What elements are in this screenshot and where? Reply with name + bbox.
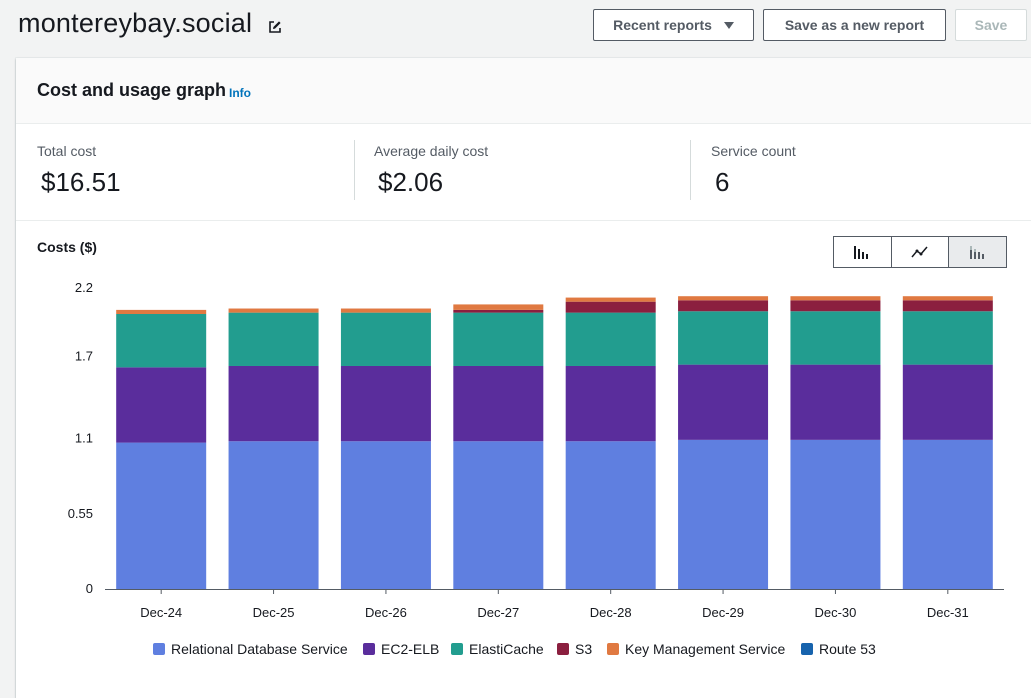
stacked-bar-chart-toggle[interactable] — [948, 237, 1007, 267]
bar-chart-icon — [854, 246, 869, 259]
bar-segment[interactable] — [453, 312, 544, 366]
legend-swatch — [451, 643, 463, 655]
x-tick-label: Dec-30 — [814, 605, 856, 620]
y-tick-label: 1.1 — [75, 431, 93, 446]
legend-swatch — [801, 643, 813, 655]
total-cost-value: $16.51 — [41, 167, 121, 197]
metric-divider — [354, 140, 355, 200]
bar-segment[interactable] — [678, 300, 769, 312]
x-tick-label: Dec-25 — [253, 605, 295, 620]
y-tick-label: 2.2 — [75, 280, 93, 295]
caret-down-icon — [723, 21, 734, 29]
bar-segment[interactable] — [340, 441, 431, 589]
bar-segment[interactable] — [678, 439, 769, 589]
line-chart-icon — [911, 246, 928, 258]
x-tick-label: Dec-31 — [927, 605, 969, 620]
legend-label: Relational Database Service — [171, 641, 348, 657]
average-daily-cost-label: Average daily cost — [374, 143, 489, 159]
y-tick-label: 0.55 — [68, 506, 93, 521]
bar-segment[interactable] — [453, 304, 544, 310]
bar-segment[interactable] — [116, 367, 207, 443]
y-tick-label: 0 — [86, 581, 93, 596]
bar-segment[interactable] — [902, 296, 993, 301]
legend-item[interactable]: Route 53 — [801, 641, 876, 657]
panel-title: Cost and usage graph — [37, 80, 227, 100]
bar-segment[interactable] — [340, 312, 431, 366]
bar-segment[interactable] — [790, 296, 881, 301]
x-tick-label: Dec-29 — [702, 605, 744, 620]
bar-segment[interactable] — [678, 296, 769, 301]
bar-segment[interactable] — [228, 308, 319, 313]
page-header: montereybay.social Recent reports Save a… — [0, 0, 1031, 58]
bar-segment[interactable] — [790, 364, 881, 440]
line-chart-toggle[interactable] — [890, 237, 949, 267]
bar-segment[interactable] — [228, 365, 319, 442]
legend-swatch — [607, 643, 619, 655]
legend-label: Route 53 — [819, 641, 876, 657]
average-daily-cost-value: $2.06 — [378, 167, 444, 197]
bar-chart-toggle[interactable] — [834, 237, 891, 267]
legend-swatch — [153, 643, 165, 655]
bar-segment[interactable] — [790, 311, 881, 365]
x-tick-label: Dec-27 — [477, 605, 519, 620]
x-tick-label: Dec-24 — [140, 605, 182, 620]
bar-segment[interactable] — [790, 300, 881, 312]
bar-segment[interactable] — [116, 313, 207, 368]
bar-segment[interactable] — [565, 312, 656, 366]
chart-type-toggle — [833, 236, 1007, 268]
legend-swatch — [363, 643, 375, 655]
bar-segment[interactable] — [453, 365, 544, 442]
legend-item[interactable]: S3 — [557, 641, 592, 657]
legend-label: ElastiCache — [469, 641, 544, 657]
legend-item[interactable]: EC2-ELB — [363, 641, 439, 657]
bar-segment[interactable] — [453, 441, 544, 589]
bar-segment[interactable] — [565, 441, 656, 589]
cost-summary: Total cost $16.51 Average daily cost $2.… — [16, 124, 1031, 221]
bar-segment[interactable] — [902, 364, 993, 440]
recent-reports-button[interactable]: Recent reports — [593, 9, 754, 41]
legend-label: Key Management Service — [625, 641, 786, 657]
bar-segment[interactable] — [902, 300, 993, 312]
bar-segment[interactable] — [902, 439, 993, 589]
bar-segment[interactable] — [228, 312, 319, 366]
legend-item[interactable]: Relational Database Service — [153, 641, 348, 657]
legend-item[interactable]: ElastiCache — [451, 641, 544, 657]
chart-y-axis-title: Costs ($) — [37, 239, 97, 255]
legend-label: S3 — [575, 641, 593, 657]
edit-icon[interactable] — [268, 20, 282, 34]
metric-divider — [690, 140, 691, 200]
legend-swatch — [557, 643, 569, 655]
bar-segment[interactable] — [116, 309, 207, 314]
bar-segment[interactable] — [565, 297, 656, 302]
y-tick-label: 1.7 — [75, 348, 93, 363]
bar-segment[interactable] — [453, 309, 544, 313]
bar-segment[interactable] — [116, 442, 207, 589]
bar-segment[interactable] — [565, 301, 656, 313]
legend-item[interactable]: Key Management Service — [607, 641, 785, 657]
bar-segment[interactable] — [565, 365, 656, 442]
bar-segment[interactable] — [902, 311, 993, 365]
save-as-new-report-button[interactable]: Save as a new report — [763, 9, 946, 41]
service-count-label: Service count — [711, 143, 796, 159]
bar-segment[interactable] — [678, 311, 769, 365]
x-tick-label: Dec-26 — [365, 605, 407, 620]
total-cost-label: Total cost — [37, 143, 97, 159]
bar-segment[interactable] — [790, 439, 881, 589]
chart-legend: Relational Database Service EC2-ELB Elasti… — [0, 641, 1031, 661]
panel-header: Cost and usage graph Info — [16, 58, 1031, 124]
recent-reports-label: Recent reports — [613, 17, 712, 33]
stacked-bar-chart: 0 0.55 1.1 1.7 2.2 Dec-24 Dec-25 Dec-26 Dec-27 De… — [68, 280, 1004, 620]
bar-segment[interactable] — [678, 364, 769, 440]
service-count-value: 6 — [715, 167, 730, 197]
stacked-bar-chart-icon — [969, 246, 984, 259]
save-button[interactable]: Save — [955, 9, 1027, 41]
info-link[interactable]: Info — [229, 86, 251, 100]
bar-segment[interactable] — [340, 308, 431, 313]
legend-label: EC2-ELB — [381, 641, 440, 657]
report-title: montereybay.social — [18, 8, 253, 38]
bar-segment[interactable] — [340, 365, 431, 442]
bar-segment[interactable] — [228, 441, 319, 589]
x-tick-label: Dec-28 — [590, 605, 632, 620]
